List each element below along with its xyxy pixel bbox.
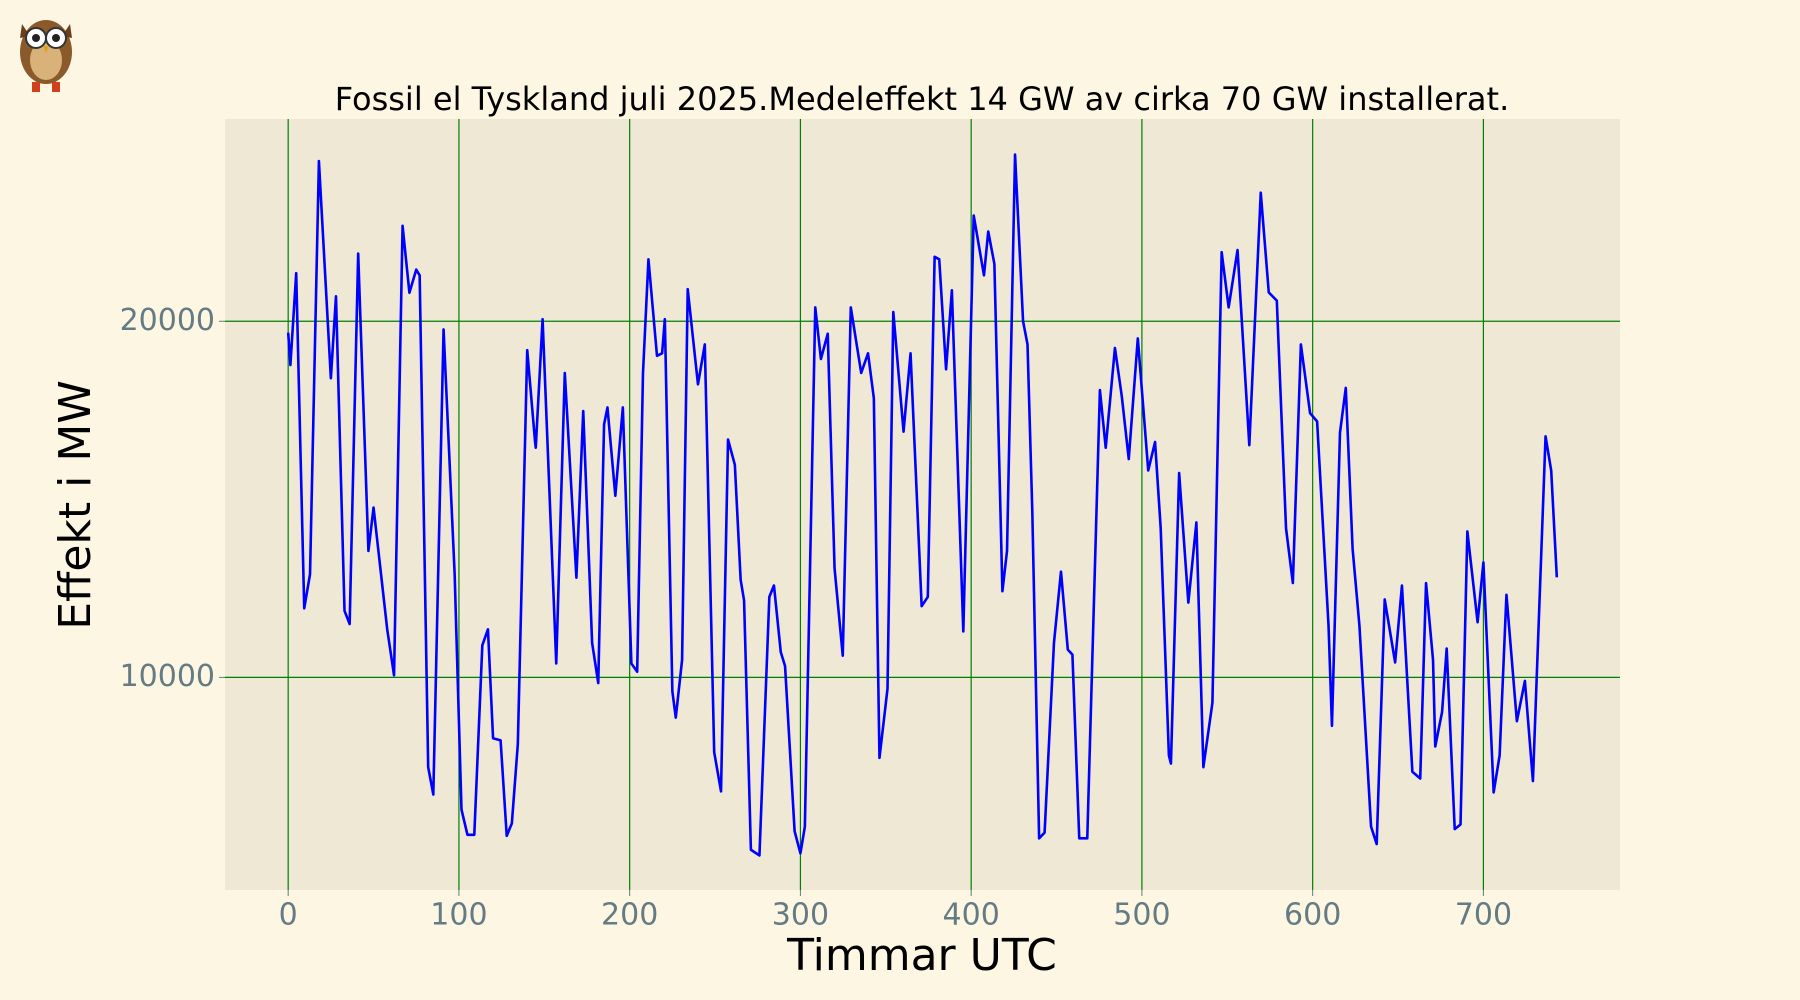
x-tick-label: 500 — [1113, 898, 1170, 933]
line-series — [286, 153, 1559, 857]
x-tick-label: 100 — [430, 898, 487, 933]
grid: 0 100 200 300 400 500 600 700 10000 20000 — [120, 119, 1620, 933]
y-tick-label: 20000 — [120, 303, 215, 338]
y-tick-label: 10000 — [120, 659, 215, 694]
x-tick-label: 300 — [772, 898, 829, 933]
x-tick-label: 700 — [1455, 898, 1512, 933]
x-tick-label: 200 — [601, 898, 658, 933]
x-axis-label: Timmar UTC — [786, 930, 1057, 981]
x-tick-label: 0 — [279, 898, 298, 933]
plot-area — [225, 119, 1620, 890]
chart-title: Fossil el Tyskland juli 2025.Medeleffekt… — [335, 80, 1510, 118]
marks — [286, 153, 1559, 857]
x-tick-label: 600 — [1284, 898, 1341, 933]
y-axis-label: Effekt i MW — [50, 380, 101, 630]
x-tick-label: 400 — [943, 898, 1000, 933]
owl-logo — [20, 20, 72, 92]
